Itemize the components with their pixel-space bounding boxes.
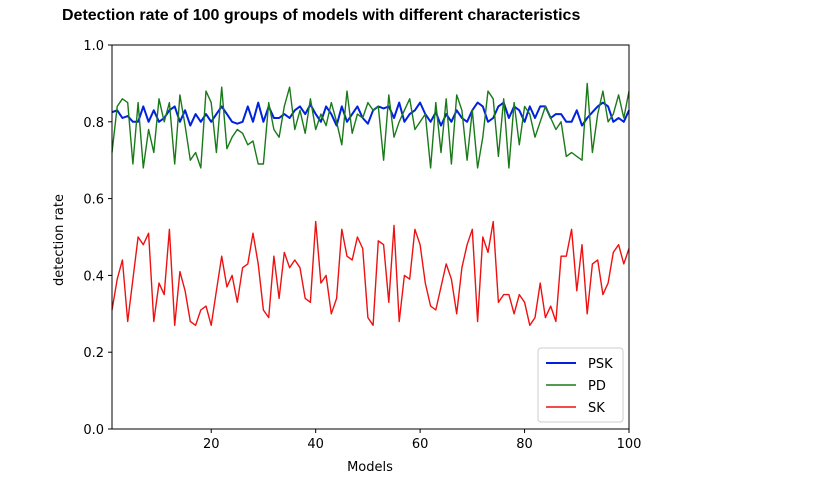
y-tick-label: 0.2 bbox=[83, 346, 104, 361]
x-tick-label: 40 bbox=[307, 437, 324, 452]
x-axis-label: Models bbox=[347, 460, 393, 475]
chart-title: Detection rate of 100 groups of models w… bbox=[62, 7, 580, 24]
x-tick-label: 60 bbox=[412, 437, 429, 452]
y-tick-label: 0.6 bbox=[83, 193, 104, 208]
plot-frame bbox=[111, 44, 630, 430]
y-tick-label: 1.0 bbox=[83, 39, 104, 54]
plot-lines bbox=[111, 82, 630, 326]
series-line-psk bbox=[111, 101, 630, 127]
series-line-sk bbox=[111, 220, 630, 326]
x-tick-label: 100 bbox=[617, 437, 642, 452]
y-tick-label: 0.4 bbox=[83, 269, 104, 284]
series-line-pd bbox=[111, 82, 630, 169]
legend-box bbox=[537, 347, 624, 423]
legend-label-pd: PD bbox=[588, 379, 606, 394]
y-axis: 0.0 0.2 0.4 0.6 0.8 1.0 bbox=[83, 39, 112, 438]
legend-label-sk: SK bbox=[588, 401, 605, 416]
x-tick-label: 80 bbox=[516, 437, 533, 452]
legend: PSK PD SK bbox=[537, 347, 624, 423]
x-tick-label: 20 bbox=[203, 437, 220, 452]
legend-label-psk: PSK bbox=[588, 357, 613, 372]
x-axis: 20 40 60 80 100 bbox=[203, 429, 641, 452]
y-axis-label: detection rate bbox=[52, 194, 67, 286]
y-tick-label: 0.8 bbox=[83, 116, 104, 131]
y-tick-label: 0.0 bbox=[83, 423, 104, 438]
